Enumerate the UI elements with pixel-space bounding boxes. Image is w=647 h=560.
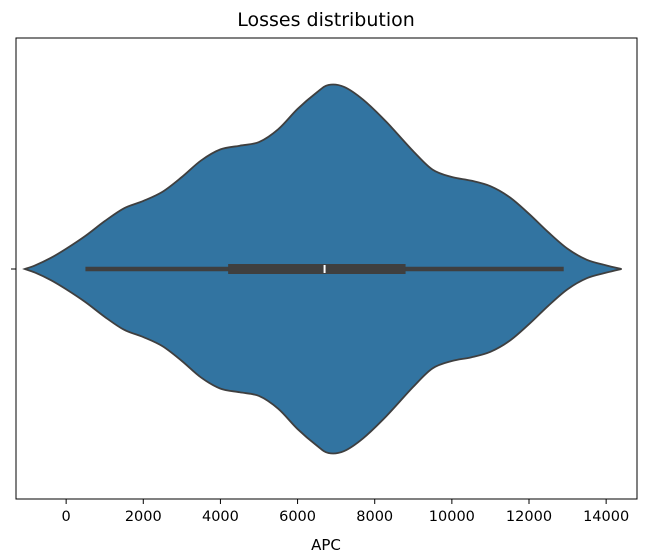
x-tick-label: 10000 [429, 509, 475, 525]
x-tick-label: 2000 [125, 509, 162, 525]
x-tick-label: 0 [62, 509, 71, 525]
x-tick-label: 4000 [202, 509, 239, 525]
x-axis-ticks: 0 2000 4000 6000 8000 10000 12000 14000 [62, 499, 629, 525]
x-tick-label: 8000 [356, 509, 393, 525]
x-tick-label: 14000 [583, 509, 629, 525]
chart-title: Losses distribution [237, 9, 415, 31]
x-tick-label: 6000 [279, 509, 316, 525]
x-tick-label: 12000 [506, 509, 552, 525]
iqr-box [228, 264, 406, 274]
x-axis-label: APC [311, 536, 341, 554]
